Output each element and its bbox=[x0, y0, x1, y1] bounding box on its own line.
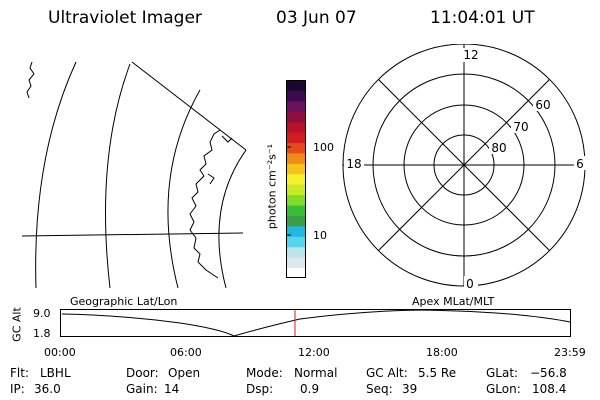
colorbar-band bbox=[286, 236, 306, 248]
colorbar-band bbox=[286, 184, 306, 196]
colorbar-band bbox=[286, 142, 306, 154]
polar-ring-label-60: 60 bbox=[535, 98, 550, 112]
status-glat-value: −56.8 bbox=[530, 366, 567, 380]
timeline-x-tick: 00:00 bbox=[44, 346, 76, 359]
colorbar-band bbox=[286, 194, 306, 206]
coastline bbox=[26, 61, 35, 99]
latitude-arc bbox=[218, 149, 247, 289]
date-label: 03 Jun 07 bbox=[276, 8, 357, 28]
colorbar-band bbox=[286, 100, 306, 112]
colorbar-band bbox=[286, 152, 306, 164]
colorbar-band bbox=[286, 132, 306, 144]
status-ip-value: 36.0 bbox=[34, 382, 61, 396]
status-door-label: Door: bbox=[126, 366, 159, 380]
time-label: 11:04:01 UT bbox=[430, 8, 535, 28]
timeline-y-label: GC Alt bbox=[10, 307, 24, 342]
status-glon-label: GLon: bbox=[486, 382, 521, 396]
status-mode-value: Normal bbox=[294, 366, 338, 380]
status-seq-label: Seq: bbox=[366, 382, 393, 396]
colorbar-band bbox=[286, 111, 306, 123]
status-flt-label: Flt: bbox=[10, 366, 29, 380]
colorbar-band bbox=[286, 267, 306, 278]
color-bar bbox=[286, 80, 306, 278]
coastline bbox=[189, 129, 233, 279]
timeline-x-tick: 12:00 bbox=[298, 346, 330, 359]
timeline-x-tick: 18:00 bbox=[426, 346, 458, 359]
status-gcalt-value: 5.5 Re bbox=[418, 366, 457, 380]
colorbar-band bbox=[286, 246, 306, 258]
status-gain-value: 14 bbox=[164, 382, 180, 396]
timeline-x-tick: 23:59 bbox=[554, 346, 586, 359]
timeline-x-tick: 06:00 bbox=[170, 346, 202, 359]
latitude-arc bbox=[167, 89, 201, 289]
latitude-arc bbox=[35, 61, 77, 289]
colorbar-band bbox=[286, 90, 306, 102]
colorbar-band bbox=[286, 173, 306, 185]
status-flt-value: LBHL bbox=[40, 366, 71, 380]
status-ip-label: IP: bbox=[10, 382, 25, 396]
timeline-y-tick: 9.0 bbox=[33, 307, 51, 320]
status-dsp-label: Dsp: bbox=[246, 382, 274, 396]
status-gcalt-label: GC Alt: bbox=[366, 366, 408, 380]
colorbar-tick-label: 100 bbox=[313, 141, 334, 154]
colorbar-unit-label: photon cm⁻²s⁻¹ bbox=[265, 143, 279, 230]
latitude-arc bbox=[105, 63, 131, 289]
colorbar-band bbox=[286, 163, 306, 175]
polar-label-18: 18 bbox=[346, 157, 361, 171]
status-glon-value: 108.4 bbox=[532, 382, 567, 396]
timeline-plot bbox=[60, 309, 571, 337]
polar-ring-label-80: 80 bbox=[491, 141, 506, 155]
timeline-y-tick: 1.8 bbox=[33, 327, 51, 340]
polar-diagonal bbox=[378, 79, 550, 251]
timeline-right-title: Apex MLat/MLT bbox=[412, 295, 495, 308]
status-seq-value: 39 bbox=[402, 382, 418, 396]
status-gain-label: Gain: bbox=[126, 382, 158, 396]
altitude-curve bbox=[61, 309, 571, 337]
colorbar-band bbox=[286, 257, 306, 269]
status-glat-label: GLat: bbox=[486, 366, 519, 380]
polar-label-0: 0 bbox=[466, 277, 474, 291]
status-dsp-value: 0.9 bbox=[300, 382, 320, 396]
colorbar-band bbox=[286, 80, 306, 91]
colorbar-band bbox=[286, 121, 306, 133]
timeline-left-title: Geographic Lat/Lon bbox=[70, 295, 178, 308]
polar-ring-label-70: 70 bbox=[513, 120, 528, 134]
status-mode-label: Mode: bbox=[246, 366, 283, 380]
polar-label-6: 6 bbox=[576, 157, 584, 171]
polar-label-12: 12 bbox=[463, 48, 478, 62]
status-door-value: Open bbox=[168, 366, 201, 380]
longitude-line bbox=[131, 61, 247, 151]
colorbar-tick-label: 10 bbox=[313, 229, 327, 242]
geographic-map bbox=[21, 61, 247, 289]
colorbar-band bbox=[286, 205, 306, 216]
colorbar-band bbox=[286, 215, 306, 227]
app-title: Ultraviolet Imager bbox=[48, 8, 202, 28]
colorbar-band bbox=[286, 225, 306, 237]
longitude-line bbox=[21, 232, 244, 237]
polar-plot: 12 0 18 6 60 70 80 bbox=[342, 44, 586, 291]
